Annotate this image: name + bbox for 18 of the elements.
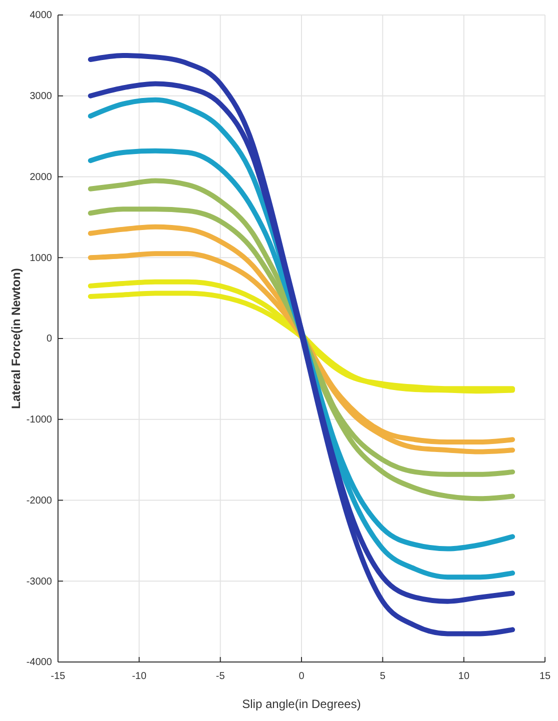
y-axis-title: Lateral Force(in Newton) — [9, 268, 23, 409]
x-tick-label: -5 — [216, 671, 226, 682]
y-tick-label: 1000 — [30, 252, 52, 264]
y-tick-label: -3000 — [26, 576, 52, 588]
y-tick-label: -4000 — [26, 657, 52, 668]
x-tick-label: 5 — [380, 671, 386, 682]
x-tick-label: 10 — [458, 671, 470, 682]
y-tick-label: -1000 — [26, 414, 52, 426]
y-tick-label: 2000 — [30, 172, 52, 183]
x-tick-label: -10 — [132, 671, 147, 682]
x-tick-label: 0 — [298, 671, 305, 682]
y-tick-label: 3000 — [30, 91, 52, 102]
x-tick-label: -15 — [50, 671, 66, 682]
y-tick-label: -2000 — [26, 495, 52, 506]
x-axis-title: Slip angle(in Degrees) — [242, 697, 361, 711]
y-tick-label: 0 — [46, 334, 52, 345]
y-tick-label: 4000 — [30, 10, 52, 22]
x-tick-label: 15 — [539, 671, 551, 682]
